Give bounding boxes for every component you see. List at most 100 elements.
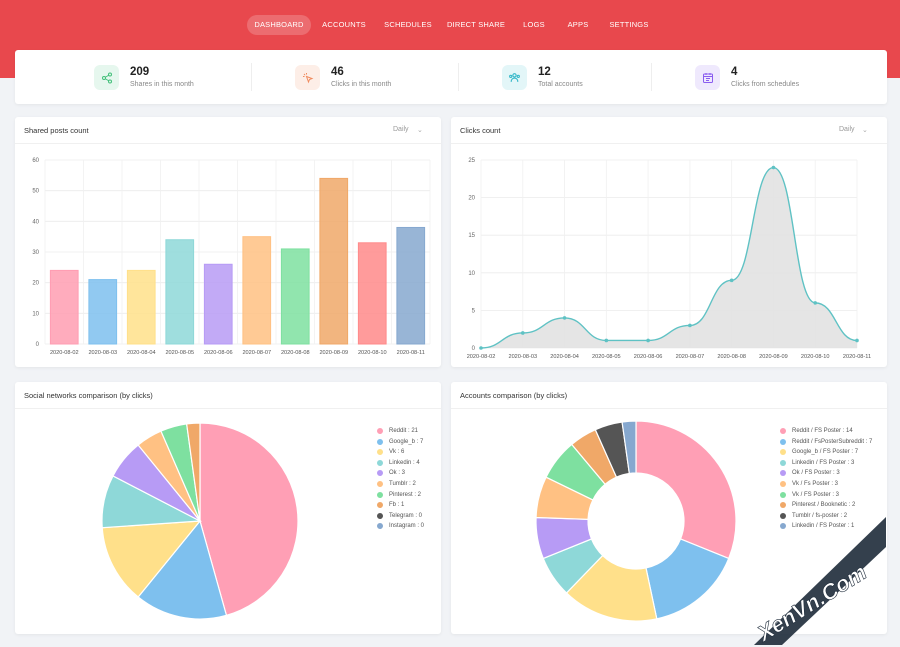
chevron-down-icon[interactable]: ⌄ <box>417 127 423 134</box>
stat-divider <box>458 63 459 91</box>
nav-settings[interactable]: SETTINGS <box>609 20 649 29</box>
x-tick-label: 2020-08-04 <box>550 354 579 360</box>
stat-clicks-from-schedules: 4 Clicks from schedules <box>695 50 865 104</box>
stat-value: 4 <box>731 66 738 78</box>
bar <box>242 236 272 345</box>
stat-divider <box>651 63 652 91</box>
calendar-icon <box>695 65 720 90</box>
stat-label: Clicks from schedules <box>731 81 800 88</box>
nav-dashboard[interactable]: DASHBOARD <box>247 15 311 35</box>
x-tick-label: 2020-08-10 <box>801 354 830 360</box>
y-tick-label: 60 <box>32 158 39 164</box>
bar <box>280 248 310 345</box>
clicks-period-select[interactable]: Daily <box>839 126 855 133</box>
stat-divider <box>251 63 252 91</box>
bar <box>165 239 195 345</box>
shared-period-select[interactable]: Daily <box>393 126 409 133</box>
legend-label: Ok / FS Poster : 3 <box>792 470 840 477</box>
bar <box>396 226 426 345</box>
main-nav: DASHBOARD ACCOUNTS SCHEDULES DIRECT SHARE LO… <box>0 15 900 35</box>
legend-swatch <box>377 523 383 530</box>
x-tick-label: 2020-08-11 <box>843 354 871 360</box>
x-tick-label: 2020-08-07 <box>676 354 705 360</box>
x-tick-label: 2020-08-08 <box>281 350 310 356</box>
series-line <box>480 166 858 349</box>
pie-slice <box>199 422 299 617</box>
bar <box>203 263 233 345</box>
legend-label: Vk / FS Poster : 3 <box>792 491 840 498</box>
legend-label: Tumblr / fs-poster : 2 <box>792 512 848 519</box>
clicks-line-chart: 0 5 10 15 20 25 2020-08-02 2020-08-03 2020-08-04… <box>467 158 871 360</box>
x-tick-label: 2020-08-02 <box>50 350 79 356</box>
pie-slice <box>621 420 637 475</box>
legend-label: Pinterest : 2 <box>389 491 422 498</box>
social-networks-pie-chart <box>101 422 299 620</box>
bar <box>357 242 387 345</box>
stat-label: Shares in this month <box>130 81 194 88</box>
legend-label: Tumblr : 2 <box>389 481 416 487</box>
legend-label: Vk / Fs Poster : 3 <box>792 481 839 487</box>
x-tick-label: 2020-08-09 <box>759 354 788 360</box>
legend-swatch <box>780 438 786 445</box>
watermark-text: XenVn.Com <box>751 559 871 647</box>
x-tick-label: 2020-08-07 <box>242 350 271 356</box>
nav-schedules[interactable]: SCHEDULES <box>384 20 432 29</box>
nav-logs[interactable]: LOGS <box>523 20 545 29</box>
y-tick-label: 15 <box>468 233 475 239</box>
data-point <box>688 323 692 328</box>
legend-swatch <box>377 459 383 466</box>
y-tick-label: 50 <box>32 189 39 195</box>
stat-value: 12 <box>538 66 551 78</box>
bar <box>126 269 156 345</box>
y-tick-label: 40 <box>32 219 39 225</box>
chevron-down-icon[interactable]: ⌄ <box>862 127 868 134</box>
y-tick-label: 30 <box>32 250 39 256</box>
y-tick-label: 0 <box>472 346 476 352</box>
bar <box>319 177 349 345</box>
legend-label: Pinterest / Booknetic : 2 <box>792 502 856 509</box>
nav-apps[interactable]: APPS <box>567 20 589 29</box>
pie-slice <box>635 420 737 560</box>
legend-swatch <box>780 470 786 477</box>
data-point <box>646 338 650 343</box>
stat-label: Clicks in this month <box>331 81 392 88</box>
legend-swatch <box>377 491 383 498</box>
legend-label: Linkedin / FS Poster : 1 <box>792 523 855 530</box>
legend-label: Reddit : 21 <box>389 428 419 434</box>
stats-bar: 209 Shares in this month 46 Clicks in this … <box>15 50 887 104</box>
legend-swatch <box>780 512 786 519</box>
legend-label: Ok : 3 <box>389 470 406 477</box>
share-icon <box>94 65 119 90</box>
legend-swatch <box>780 459 786 466</box>
data-point <box>520 331 525 335</box>
pie-slice <box>185 422 201 522</box>
data-point <box>855 338 859 343</box>
data-point <box>813 301 818 305</box>
legend-label: Google_b / FS Poster : 7 <box>792 449 859 456</box>
stat-shares-in-this-month: 209 Shares in this month <box>94 50 264 104</box>
nav-accounts[interactable]: ACCOUNTS <box>322 20 366 29</box>
shared-posts-card: Shared posts count Daily ⌄ 0 10 20 30 40 50 60… <box>15 117 441 367</box>
legend-swatch <box>377 438 383 445</box>
x-tick-label: 2020-08-03 <box>508 354 537 360</box>
y-tick-label: 0 <box>36 342 40 348</box>
legend-swatch <box>780 502 786 509</box>
legend-swatch <box>377 481 383 487</box>
shared-posts-bar-chart: 0 10 20 30 40 50 60 2020-08-02 2020-08-03 2020-08… <box>32 158 431 356</box>
legend-swatch <box>377 428 383 434</box>
nav-direct-share[interactable]: DIRECT SHARE <box>446 20 506 29</box>
accounts-donut-chart <box>535 420 737 622</box>
social-networks-card: Social networks comparison (by clicks) R… <box>15 382 441 634</box>
data-point <box>562 316 567 320</box>
x-tick-label: 2020-08-09 <box>319 350 348 356</box>
legend-label: Linkedin / FS Poster : 3 <box>792 459 855 466</box>
legend-swatch <box>780 428 786 434</box>
data-point <box>729 278 734 283</box>
data-point <box>479 346 483 350</box>
stat-label: Total accounts <box>538 81 583 88</box>
legend-label: Telegram : 0 <box>389 512 423 519</box>
pie-slice <box>101 520 202 598</box>
users-icon <box>502 65 527 90</box>
x-tick-label: 2020-08-05 <box>592 354 621 360</box>
x-tick-label: 2020-08-11 <box>397 350 425 356</box>
